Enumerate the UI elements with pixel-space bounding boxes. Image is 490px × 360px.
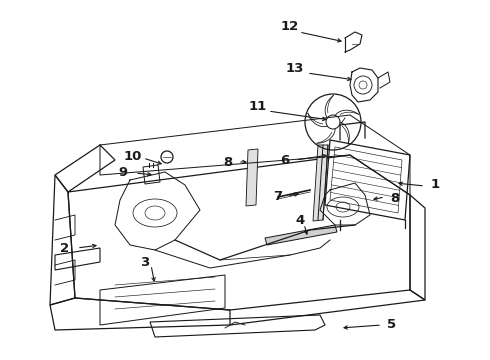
Polygon shape	[246, 149, 258, 206]
Polygon shape	[313, 145, 328, 221]
Text: 12: 12	[281, 21, 299, 33]
Text: 8: 8	[223, 156, 233, 168]
Text: 10: 10	[124, 150, 142, 163]
Text: 2: 2	[60, 242, 70, 255]
Text: 6: 6	[280, 153, 290, 166]
Text: 11: 11	[249, 99, 267, 112]
Text: 7: 7	[273, 189, 283, 202]
Text: 1: 1	[430, 179, 440, 192]
Text: 5: 5	[388, 319, 396, 332]
Text: 3: 3	[140, 256, 149, 269]
Text: 8: 8	[391, 192, 400, 204]
Text: 9: 9	[119, 166, 127, 179]
Polygon shape	[265, 225, 337, 245]
Text: 13: 13	[286, 62, 304, 75]
Text: 4: 4	[295, 213, 305, 226]
